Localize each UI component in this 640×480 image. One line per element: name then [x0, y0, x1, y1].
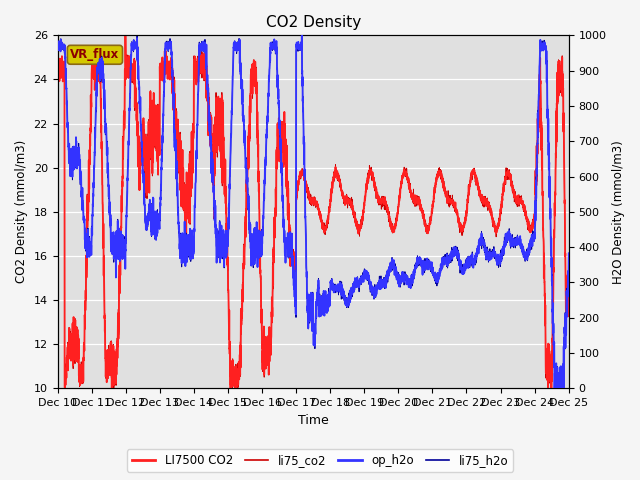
Legend: LI7500 CO2, li75_co2, op_h2o, li75_h2o: LI7500 CO2, li75_co2, op_h2o, li75_h2o — [127, 449, 513, 472]
Text: VR_flux: VR_flux — [70, 48, 120, 61]
Y-axis label: H2O Density (mmol/m3): H2O Density (mmol/m3) — [612, 140, 625, 284]
Y-axis label: CO2 Density (mmol/m3): CO2 Density (mmol/m3) — [15, 140, 28, 284]
X-axis label: Time: Time — [298, 414, 328, 427]
Title: CO2 Density: CO2 Density — [266, 15, 361, 30]
